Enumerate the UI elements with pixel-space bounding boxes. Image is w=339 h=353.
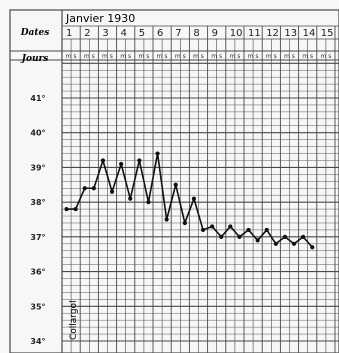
chart-grid: [62, 26, 339, 353]
day-number: 7: [175, 28, 181, 39]
temperature-point: [282, 234, 288, 239]
temperature-point: [155, 151, 160, 156]
header-grid: [9, 9, 339, 353]
chart-labels: 1 m s 2 m s 3 m s 4 m s 5 m s 6 m s 7 m s 8 m s 9 m s 10 m …: [30, 28, 333, 346]
day-number: 8: [193, 28, 199, 39]
period-label: m s: [84, 53, 95, 60]
series-temperature: [64, 151, 315, 250]
day-number: 6: [157, 28, 163, 39]
temperature-point: [73, 206, 78, 212]
y-tick-label: 38°: [30, 198, 45, 207]
y-tick-label: 39°: [30, 163, 45, 172]
dates-label: Dates: [20, 28, 50, 38]
temperature-point: [210, 224, 215, 229]
period-label: m s: [102, 53, 113, 60]
period-label: m s: [157, 53, 168, 60]
period-label: m s: [120, 53, 131, 60]
temperature-point: [100, 158, 106, 163]
temperature-point: [146, 200, 151, 205]
day-number: 14: [303, 28, 316, 39]
period-label: m s: [302, 53, 313, 60]
temperature-point: [291, 241, 297, 246]
day-number: 3: [102, 28, 108, 39]
temperature-line: [66, 152, 313, 248]
y-tick-label: 34°: [30, 337, 45, 346]
temperature-point: [191, 196, 197, 201]
temperature-point: [128, 196, 133, 201]
temperature-point: [91, 186, 96, 191]
temperature-point: [219, 234, 224, 239]
month-title: Janvier 1930: [65, 12, 135, 25]
period-label: m s: [229, 53, 240, 60]
temperature-point: [109, 189, 115, 194]
temperature-point: [301, 234, 306, 239]
temperature-point: [310, 245, 315, 250]
day-number: 10: [230, 28, 243, 39]
temperature-point: [264, 227, 269, 233]
day-number: 4: [121, 28, 127, 39]
period-label: m s: [138, 53, 149, 60]
day-number: 1: [66, 28, 72, 39]
y-tick-label: 36°: [30, 268, 45, 277]
collargol-annotation: Collargol: [69, 300, 79, 340]
temperature-point: [164, 217, 169, 222]
period-label: m s: [248, 53, 259, 60]
y-tick-label: 35°: [30, 302, 45, 311]
temperature-point: [119, 161, 124, 167]
period-label: m s: [211, 53, 222, 60]
y-tick-label: 37°: [30, 233, 45, 242]
temperature-point: [200, 227, 206, 233]
chart-frame: [9, 9, 339, 353]
temperature-point: [237, 234, 242, 239]
day-number: 15: [321, 28, 334, 39]
day-number: 12: [266, 28, 279, 39]
temperature-point: [137, 158, 142, 163]
day-number: 5: [139, 28, 145, 39]
temperature-point: [246, 227, 251, 233]
temperature-point: [228, 224, 233, 229]
period-label: m s: [66, 53, 77, 60]
day-number: 11: [248, 28, 261, 39]
y-tick-label: 40°: [30, 129, 45, 138]
jours-label: Jours: [20, 54, 49, 64]
temperature-point: [173, 182, 178, 187]
period-label: m s: [284, 53, 295, 60]
period-label: m s: [193, 53, 204, 60]
y-tick-label: 41°: [30, 94, 45, 103]
temperature-point: [255, 238, 260, 243]
temperature-point: [273, 241, 278, 246]
day-number: 2: [84, 28, 90, 39]
temperature-point: [82, 186, 87, 191]
temperature-point: [64, 206, 69, 212]
temperature-point: [182, 220, 187, 226]
day-number: 13: [284, 28, 297, 39]
day-number: 9: [212, 28, 218, 39]
period-label: m s: [266, 53, 277, 60]
period-label: m s: [320, 53, 331, 60]
period-label: m s: [175, 53, 186, 60]
